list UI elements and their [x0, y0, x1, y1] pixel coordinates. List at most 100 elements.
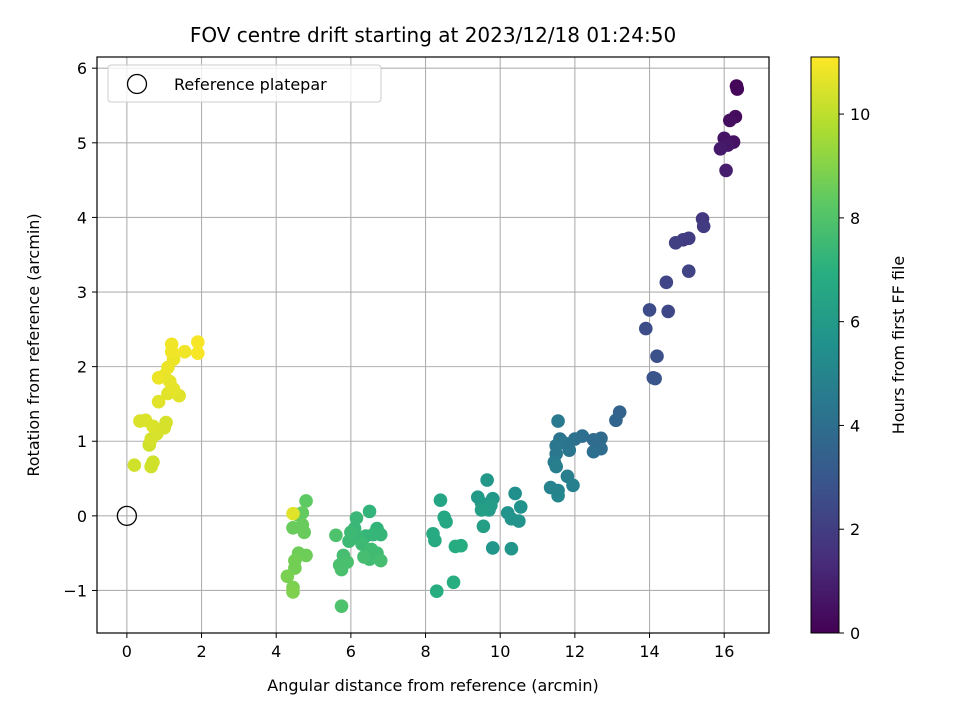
- grid: [97, 57, 769, 633]
- y-tick-label: −1: [63, 581, 87, 600]
- scatter-point: [151, 371, 166, 385]
- y-tick-label: 6: [77, 59, 87, 78]
- scatter-point: [159, 415, 173, 430]
- scatter-point: [286, 506, 300, 521]
- y-tick-label: 2: [77, 358, 87, 377]
- scatter-point: [642, 303, 657, 317]
- scatter-point: [164, 337, 179, 352]
- scatter-point: [334, 599, 349, 613]
- x-tick-label: 2: [196, 642, 206, 661]
- x-tick-label: 16: [714, 642, 734, 661]
- scatter-point: [480, 473, 494, 487]
- colorbar-label: Hours from first FF file: [889, 256, 908, 435]
- scatter-point: [609, 413, 623, 428]
- scatter-points: [127, 79, 745, 613]
- colorbar-tick-label: 8: [850, 209, 860, 228]
- scatter-point: [299, 494, 313, 508]
- scatter-point: [446, 575, 461, 590]
- x-tick-label: 8: [420, 642, 430, 661]
- scatter-point: [191, 346, 205, 361]
- y-tick-label: 4: [77, 208, 87, 227]
- x-tick-label: 12: [565, 642, 585, 661]
- legend: Reference platepar: [107, 64, 382, 103]
- scatter-point: [668, 235, 683, 250]
- y-tick-label: 1: [77, 432, 87, 451]
- legend-box: [107, 64, 382, 103]
- scatter-point: [485, 541, 500, 555]
- colorbar-tick-label: 4: [850, 416, 860, 435]
- x-tick-label: 14: [639, 642, 659, 661]
- scatter-point: [127, 458, 142, 472]
- scatter-point: [730, 82, 745, 96]
- scatter-point: [713, 141, 728, 156]
- x-axis-ticks: 0 2 4 6 8 10 12 14 16: [122, 633, 734, 661]
- reference-layer: [116, 505, 138, 527]
- x-tick-label: 6: [346, 642, 356, 661]
- scatter-point: [661, 304, 675, 319]
- scatter-point: [586, 444, 601, 459]
- plot-frame: [96, 56, 770, 634]
- scatter-point: [433, 493, 448, 507]
- scatter-point: [280, 569, 295, 584]
- scatter-point: [551, 414, 565, 428]
- scatter-point: [454, 538, 468, 553]
- scatter-point: [286, 585, 300, 599]
- scatter-point: [373, 527, 388, 542]
- scatter-point: [439, 515, 453, 529]
- scatter-point: [349, 511, 364, 525]
- scatter-point: [512, 514, 526, 528]
- scatter-point: [504, 541, 519, 556]
- y-tick-label: 5: [77, 134, 87, 153]
- chart-title: FOV centre drift starting at 2023/12/18 …: [190, 23, 676, 47]
- scatter-point: [476, 519, 491, 534]
- colorbar-gradient: [810, 56, 840, 634]
- colorbar-ticks: 0 2 4 6 8 10: [839, 105, 870, 643]
- scatter-point: [513, 500, 528, 514]
- colorbar-tick-label: 2: [850, 520, 860, 539]
- scatter-point: [562, 443, 577, 458]
- y-axis-label: Rotation from reference (arcmin): [24, 213, 43, 476]
- colorbar-tick-label: 0: [850, 624, 860, 643]
- scatter-point: [299, 548, 313, 563]
- y-tick-label: 0: [77, 507, 87, 526]
- scatter-point: [429, 584, 444, 599]
- scatter-point: [723, 113, 737, 128]
- scatter-point: [342, 534, 356, 549]
- scatter-point: [650, 349, 664, 363]
- scatter-point: [586, 432, 601, 447]
- scatter-point: [177, 344, 192, 359]
- colorbar: 0 2 4 6 8 10 Hours from first FF file: [810, 56, 908, 643]
- legend-entry-label: Reference platepar: [174, 75, 327, 94]
- colorbar-tick-label: 10: [850, 105, 870, 124]
- scatter-point: [474, 503, 489, 517]
- y-axis-ticks: −1 0 1 2 3 4 5 6: [63, 59, 97, 600]
- scatter-point: [508, 486, 522, 501]
- scatter-point: [297, 525, 312, 540]
- scatter-point: [133, 414, 147, 428]
- x-axis-label: Angular distance from reference (arcmin): [267, 676, 598, 695]
- scatter-point: [681, 264, 696, 278]
- scatter-point: [639, 321, 653, 336]
- legend-marker-icon: [126, 73, 148, 95]
- scatter-point: [329, 528, 343, 543]
- scatter-point: [151, 394, 166, 409]
- reference-platepar-marker: [116, 505, 138, 527]
- scatter-point: [357, 550, 371, 564]
- x-tick-label: 10: [490, 642, 510, 661]
- scatter-point: [549, 459, 563, 474]
- x-tick-label: 0: [122, 642, 132, 661]
- colorbar-tick-label: 6: [850, 313, 860, 332]
- y-tick-label: 3: [77, 283, 87, 302]
- scatter-point: [334, 562, 349, 577]
- scatter-point: [648, 371, 662, 386]
- scatter-point: [146, 455, 160, 469]
- scatter-point: [551, 488, 565, 503]
- scatter-point: [286, 520, 300, 535]
- scatter-point: [428, 533, 442, 548]
- scatter-point: [191, 335, 205, 349]
- scatter-point: [362, 504, 377, 519]
- scatter-point: [696, 219, 711, 234]
- scatter-point: [719, 163, 733, 178]
- scatter-point: [373, 553, 388, 568]
